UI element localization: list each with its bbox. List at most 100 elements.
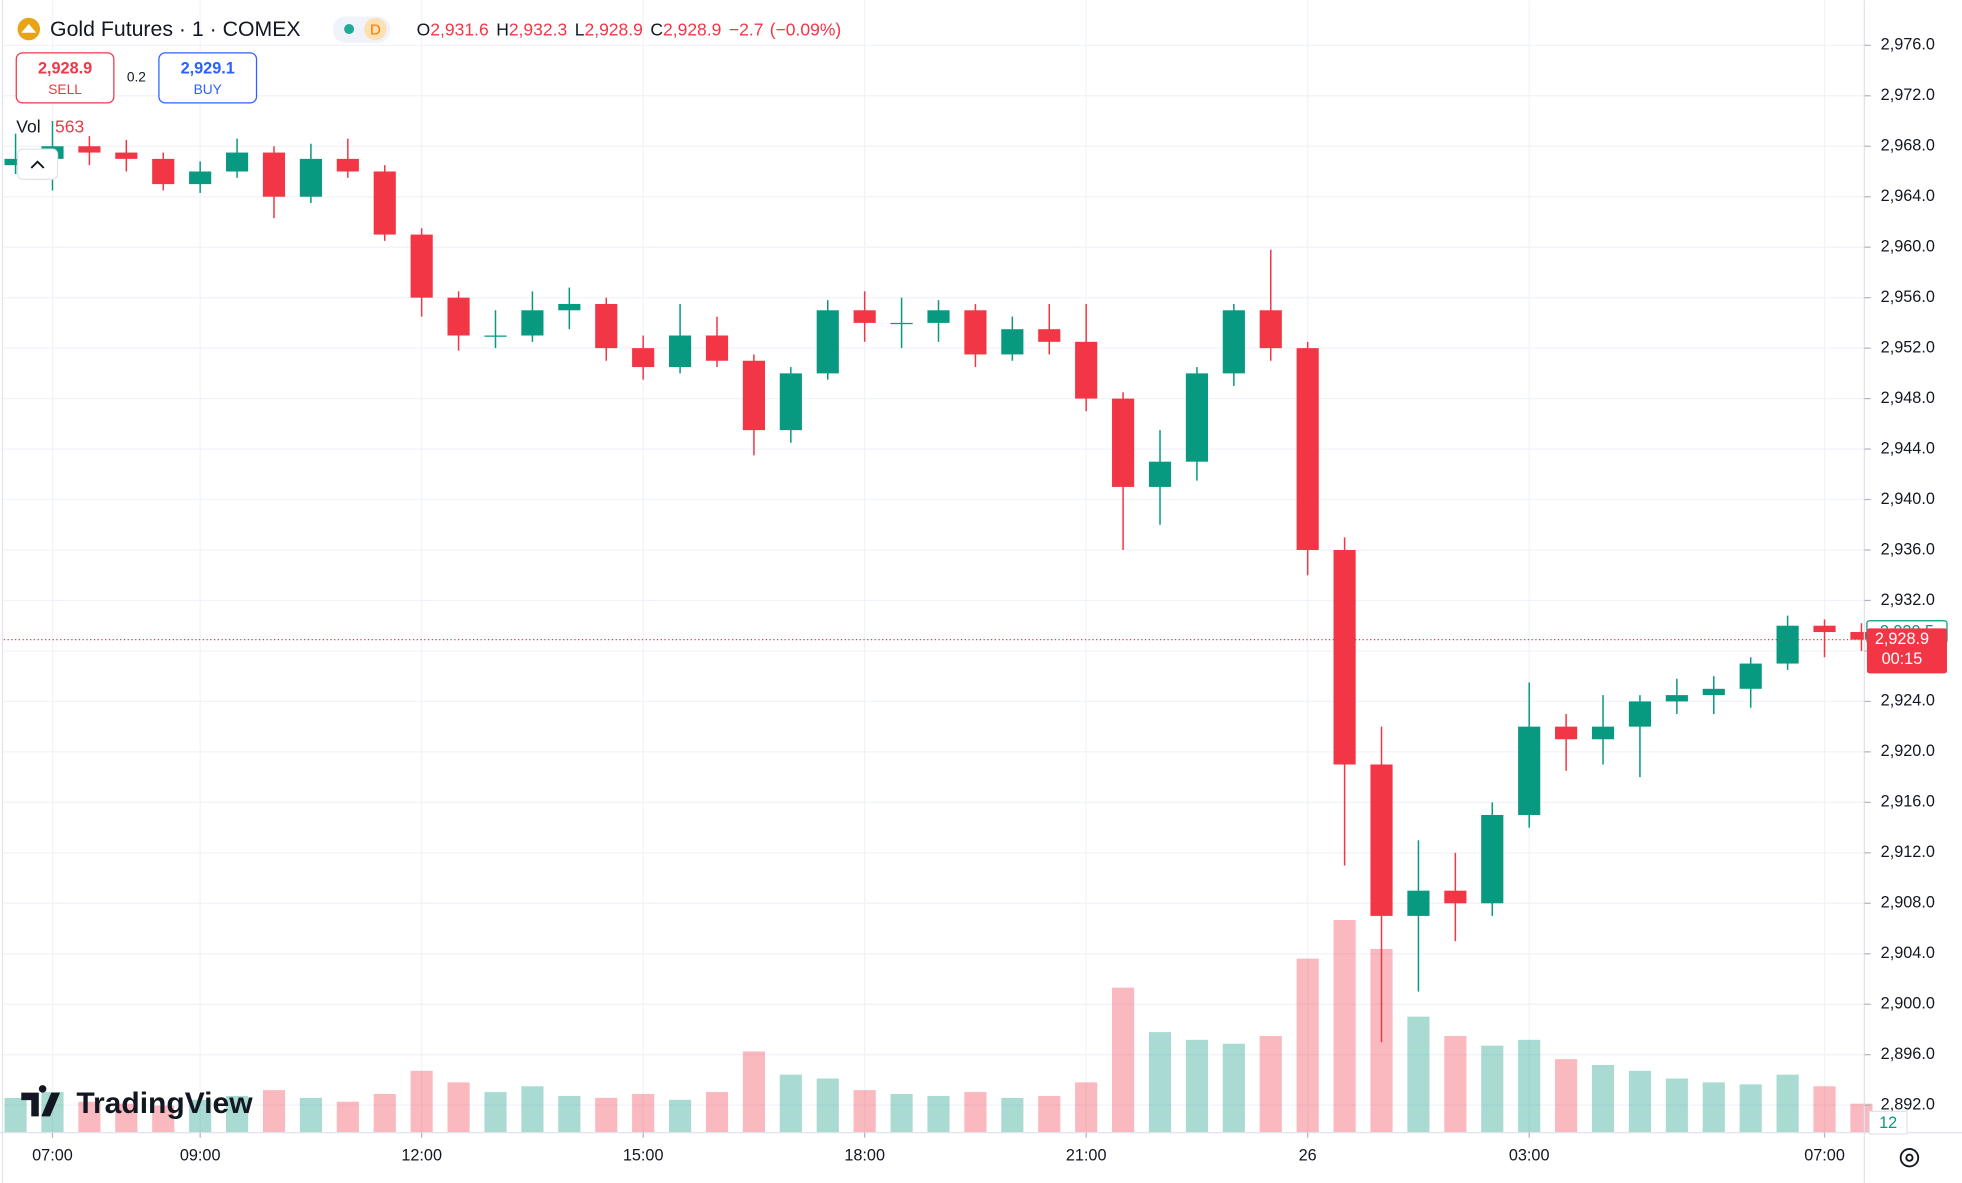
x-tick-label: 26	[1299, 1147, 1317, 1165]
sell-button[interactable]	[15, 52, 115, 104]
change-pct: (−0.09%)	[770, 19, 842, 39]
candle-body	[1813, 625, 1836, 633]
ohlc-value: 2,928.9	[584, 19, 642, 39]
volume-bar	[1112, 987, 1135, 1133]
candle-body	[521, 310, 544, 336]
candle-body	[705, 335, 729, 361]
x-tick-label: 09:00	[180, 1147, 221, 1165]
y-tick-label: 2,904.0	[1881, 944, 1935, 962]
candle-body	[115, 152, 138, 159]
countdown: 00:15	[1882, 650, 1923, 668]
x-tick-label: 03:00	[1509, 1147, 1550, 1165]
candle-body	[1628, 701, 1652, 727]
corner-box	[1868, 1110, 1908, 1135]
candle-body	[1444, 890, 1467, 904]
buy-price[interactable]: 2,929.1	[181, 59, 235, 77]
ohlc-label: L	[575, 19, 585, 39]
candle-body	[1001, 329, 1024, 355]
volume-bar	[1444, 1035, 1467, 1133]
candle-body	[853, 310, 876, 323]
candle-body	[1702, 688, 1725, 696]
status-dot	[344, 24, 355, 35]
volume-bar	[225, 1095, 249, 1133]
volume-bar	[1038, 1095, 1061, 1133]
y-tick-label: 2,976.0	[1881, 36, 1935, 54]
x-tick-label: 15:00	[623, 1147, 664, 1165]
y-tick-label: 2,960.0	[1881, 237, 1935, 255]
sell-text[interactable]: SELL	[48, 82, 82, 97]
candle-body	[1185, 373, 1209, 462]
ohlc-value: 2,928.9	[663, 19, 721, 39]
y-tick-label: 2,968.0	[1881, 137, 1935, 155]
volume-bar	[1481, 1045, 1504, 1133]
change: −2.7	[729, 19, 764, 39]
volume-last: 563	[55, 117, 84, 137]
volume-bar	[373, 1094, 396, 1133]
candle-body	[1555, 726, 1578, 740]
candle-body	[816, 310, 839, 374]
sell-price[interactable]: 2,928.9	[38, 59, 92, 77]
candle-body	[1591, 726, 1615, 740]
volume-bar	[669, 1099, 692, 1133]
volume-bar	[1850, 1103, 1873, 1133]
buy-button[interactable]	[158, 52, 258, 104]
volume-bar	[1518, 1039, 1541, 1133]
candle-body	[373, 171, 396, 235]
candle-body	[1296, 348, 1319, 551]
y-tick-label: 2,936.0	[1881, 540, 1935, 558]
buy-text[interactable]: BUY	[194, 82, 222, 97]
volume-bar	[41, 1092, 64, 1133]
symbol-title: Gold Futures · 1 · COMEX	[50, 17, 301, 41]
collapse-button[interactable]	[16, 148, 59, 180]
volume-bar	[447, 1082, 470, 1133]
volume-bar	[1813, 1086, 1836, 1133]
badge-circle	[364, 17, 387, 41]
candle-body	[484, 335, 507, 337]
candle-body	[447, 297, 470, 336]
collapse-icon[interactable]	[30, 160, 45, 169]
volume-bar	[1333, 919, 1356, 1133]
volume-bar	[1739, 1084, 1762, 1133]
candle-body	[1148, 461, 1172, 487]
volume-bar	[1407, 1016, 1430, 1133]
volume-bar	[927, 1095, 950, 1133]
y-tick-label: 2,944.0	[1881, 439, 1935, 457]
volume-bar	[4, 1097, 27, 1133]
volume-bar	[779, 1074, 802, 1133]
candle-body	[4, 158, 27, 166]
y-tick-label: 2,892.0	[1881, 1095, 1935, 1113]
volume-label: Vol	[16, 117, 40, 137]
candle-body	[410, 234, 433, 298]
x-tick-label: 21:00	[1066, 1147, 1107, 1165]
volume-bar	[964, 1092, 987, 1133]
y-tick-label: 2,952.0	[1881, 338, 1935, 356]
y-tick-label: 2,964.0	[1881, 187, 1935, 205]
candle-body	[1518, 726, 1541, 815]
volume-bar	[705, 1092, 729, 1133]
badge: D	[370, 21, 381, 38]
spread: 0.2	[127, 69, 146, 84]
settings-icon-core[interactable]	[1905, 1153, 1914, 1162]
y-tick-label: 2,956.0	[1881, 288, 1935, 306]
y-tick-label: 2,948.0	[1881, 389, 1935, 407]
candle-body	[1112, 398, 1135, 487]
volume-bar	[152, 1105, 175, 1133]
volume-bar	[853, 1090, 876, 1133]
settings-icon[interactable]	[1899, 1148, 1920, 1168]
y-tick-label: 2,920.0	[1881, 742, 1935, 760]
y-tick-label: 2,908.0	[1881, 894, 1935, 912]
y-tick-label: 2,900.0	[1881, 995, 1935, 1013]
candle-body	[1370, 764, 1393, 916]
volume-bar	[1665, 1078, 1688, 1133]
symbol-icon-mark	[21, 24, 37, 33]
candle-body	[189, 171, 212, 185]
y-tick-label: 2,896.0	[1881, 1045, 1935, 1063]
volume-bar	[189, 1099, 212, 1133]
watermark: TradingView	[76, 1087, 253, 1120]
volume-bar	[595, 1097, 618, 1133]
volume-bar	[115, 1103, 138, 1133]
candle-body	[595, 303, 618, 349]
last-marker: 2,928.9	[1875, 630, 1929, 648]
